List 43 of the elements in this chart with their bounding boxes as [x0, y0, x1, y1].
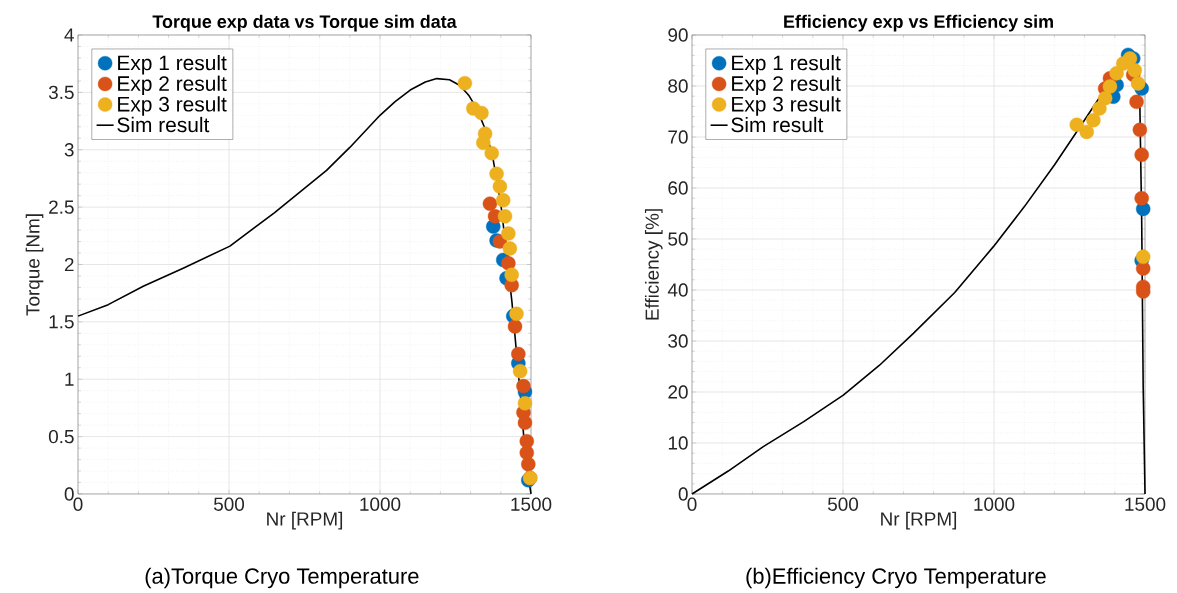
y-tick-label: 0.5 — [48, 429, 74, 444]
y-tick-label: 2 — [64, 257, 74, 272]
text: (b)Efficiency Cryo Temperature — [746, 567, 1046, 589]
legend-label: Exp 2 result — [118, 75, 227, 96]
text: (a)Torque Cryo Temperature — [145, 567, 419, 589]
x-tick-label: 1000 — [360, 497, 401, 511]
x-tick-label: 1500 — [1125, 497, 1166, 511]
legend-label: Exp 3 result — [732, 96, 841, 116]
x-tick-label: 1000 — [974, 497, 1015, 511]
x-axis-title: Nr [RPM] — [267, 511, 343, 530]
y-tick-label: 70 — [668, 130, 688, 144]
x-tick-label: 0 — [73, 497, 83, 511]
y-tick-label: 80 — [668, 79, 688, 93]
legend-label: Exp 1 result — [118, 54, 227, 75]
y-tick-label: 2.5 — [49, 200, 74, 214]
y-tick-label: 0 — [678, 487, 688, 501]
y-tick-label: 1 — [65, 372, 74, 386]
x-axis-title: Nr [RPM] — [881, 511, 957, 530]
y-tick-label: 3.5 — [48, 85, 74, 100]
y-tick-label: 4 — [64, 28, 74, 42]
chart-title: Efficiency exp vs Efficiency sim — [784, 14, 1053, 32]
y-tick-label: 50 — [668, 232, 688, 246]
y-tick-label: 60 — [668, 181, 688, 195]
y-tick-label: 0 — [64, 487, 74, 501]
legend-label: Sim result — [117, 116, 210, 133]
y-tick-label: 10 — [668, 436, 688, 450]
x-tick-label: 500 — [827, 497, 859, 511]
legend-label: Sim result — [731, 116, 824, 133]
y-tick-label: 1.5 — [49, 315, 74, 329]
y-tick-label: 20 — [668, 385, 688, 399]
x-tick-label: 1500 — [511, 497, 552, 511]
chart-title: Torque exp data vs Torque sim data — [152, 14, 457, 32]
x-tick-label: 500 — [213, 497, 245, 511]
x-tick-label: 0 — [687, 497, 697, 511]
y-tick-label: 90 — [668, 28, 688, 42]
y-tick-label: 30 — [668, 334, 688, 348]
legend-label: Exp 3 result — [118, 96, 227, 116]
legend-label: Exp 2 result — [732, 75, 841, 96]
y-axis-title: Efficiency [%] — [644, 209, 663, 320]
y-tick-label: 3 — [64, 143, 74, 157]
y-tick-label: 40 — [667, 283, 688, 297]
y-axis-title: Torque [Nm] — [25, 214, 44, 316]
legend-label: Exp 1 result — [732, 54, 841, 75]
